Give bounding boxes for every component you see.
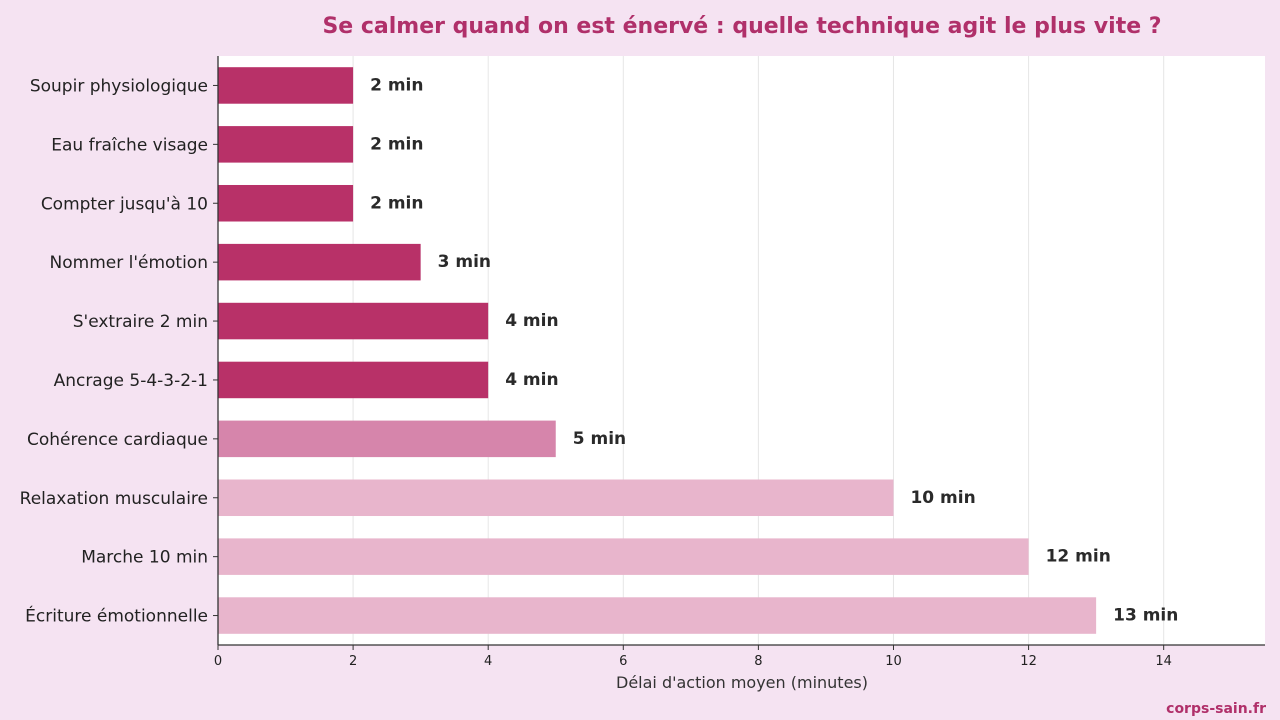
y-tick-label: Ancrage 5-4-3-2-1 bbox=[54, 371, 208, 391]
bar bbox=[218, 597, 1097, 634]
x-tick-label: 12 bbox=[1020, 654, 1037, 669]
data-label: 2 min bbox=[370, 75, 423, 95]
data-label: 10 min bbox=[910, 488, 975, 508]
x-tick-label: 4 bbox=[484, 654, 492, 669]
bar bbox=[218, 184, 354, 222]
bar bbox=[218, 479, 894, 517]
bar bbox=[218, 302, 489, 340]
data-label: 3 min bbox=[438, 252, 491, 272]
y-tick-label: Soupir physiologique bbox=[30, 76, 208, 96]
bar bbox=[218, 420, 556, 458]
y-tick-label: Eau fraîche visage bbox=[51, 135, 208, 155]
bar bbox=[218, 538, 1029, 575]
bar bbox=[218, 67, 354, 104]
source-credit: corps-sain.fr bbox=[1166, 701, 1266, 717]
data-label: 2 min bbox=[370, 193, 423, 213]
x-tick-label: 8 bbox=[754, 654, 762, 669]
data-label: 12 min bbox=[1046, 547, 1111, 567]
chart-title: Se calmer quand on est énervé : quelle t… bbox=[322, 14, 1161, 39]
y-tick-label: Cohérence cardiaque bbox=[27, 430, 208, 450]
y-tick-label: S'extraire 2 min bbox=[73, 312, 208, 332]
bar bbox=[218, 243, 421, 281]
x-tick-label: 6 bbox=[619, 654, 627, 669]
x-tick-label: 0 bbox=[214, 654, 222, 669]
data-label: 5 min bbox=[573, 429, 626, 449]
y-tick-label: Marche 10 min bbox=[81, 548, 208, 568]
bar bbox=[218, 126, 354, 163]
x-tick-label: 2 bbox=[349, 654, 357, 669]
data-label: 2 min bbox=[370, 134, 423, 154]
y-tick-label: Écriture émotionnelle bbox=[25, 605, 208, 627]
y-tick-label: Nommer l'émotion bbox=[50, 253, 208, 273]
data-label: 4 min bbox=[505, 370, 558, 390]
data-label: 13 min bbox=[1113, 606, 1178, 626]
x-axis-label: Délai d'action moyen (minutes) bbox=[616, 673, 868, 692]
x-tick-label: 10 bbox=[885, 654, 902, 669]
y-tick-label: Compter jusqu'à 10 bbox=[41, 194, 208, 214]
data-label: 4 min bbox=[505, 311, 558, 331]
bar bbox=[218, 361, 489, 399]
y-tick-label: Relaxation musculaire bbox=[20, 489, 208, 509]
axis-layer: 0 2 4 6 8 10 12 14 Soupir physiologique Eau fraîc… bbox=[20, 56, 1265, 669]
x-tick-label: 14 bbox=[1155, 654, 1172, 669]
bar-layer: 2 min 2 min 2 min 3 min 4 min 4 min 5 min 10 mi… bbox=[218, 67, 1178, 634]
